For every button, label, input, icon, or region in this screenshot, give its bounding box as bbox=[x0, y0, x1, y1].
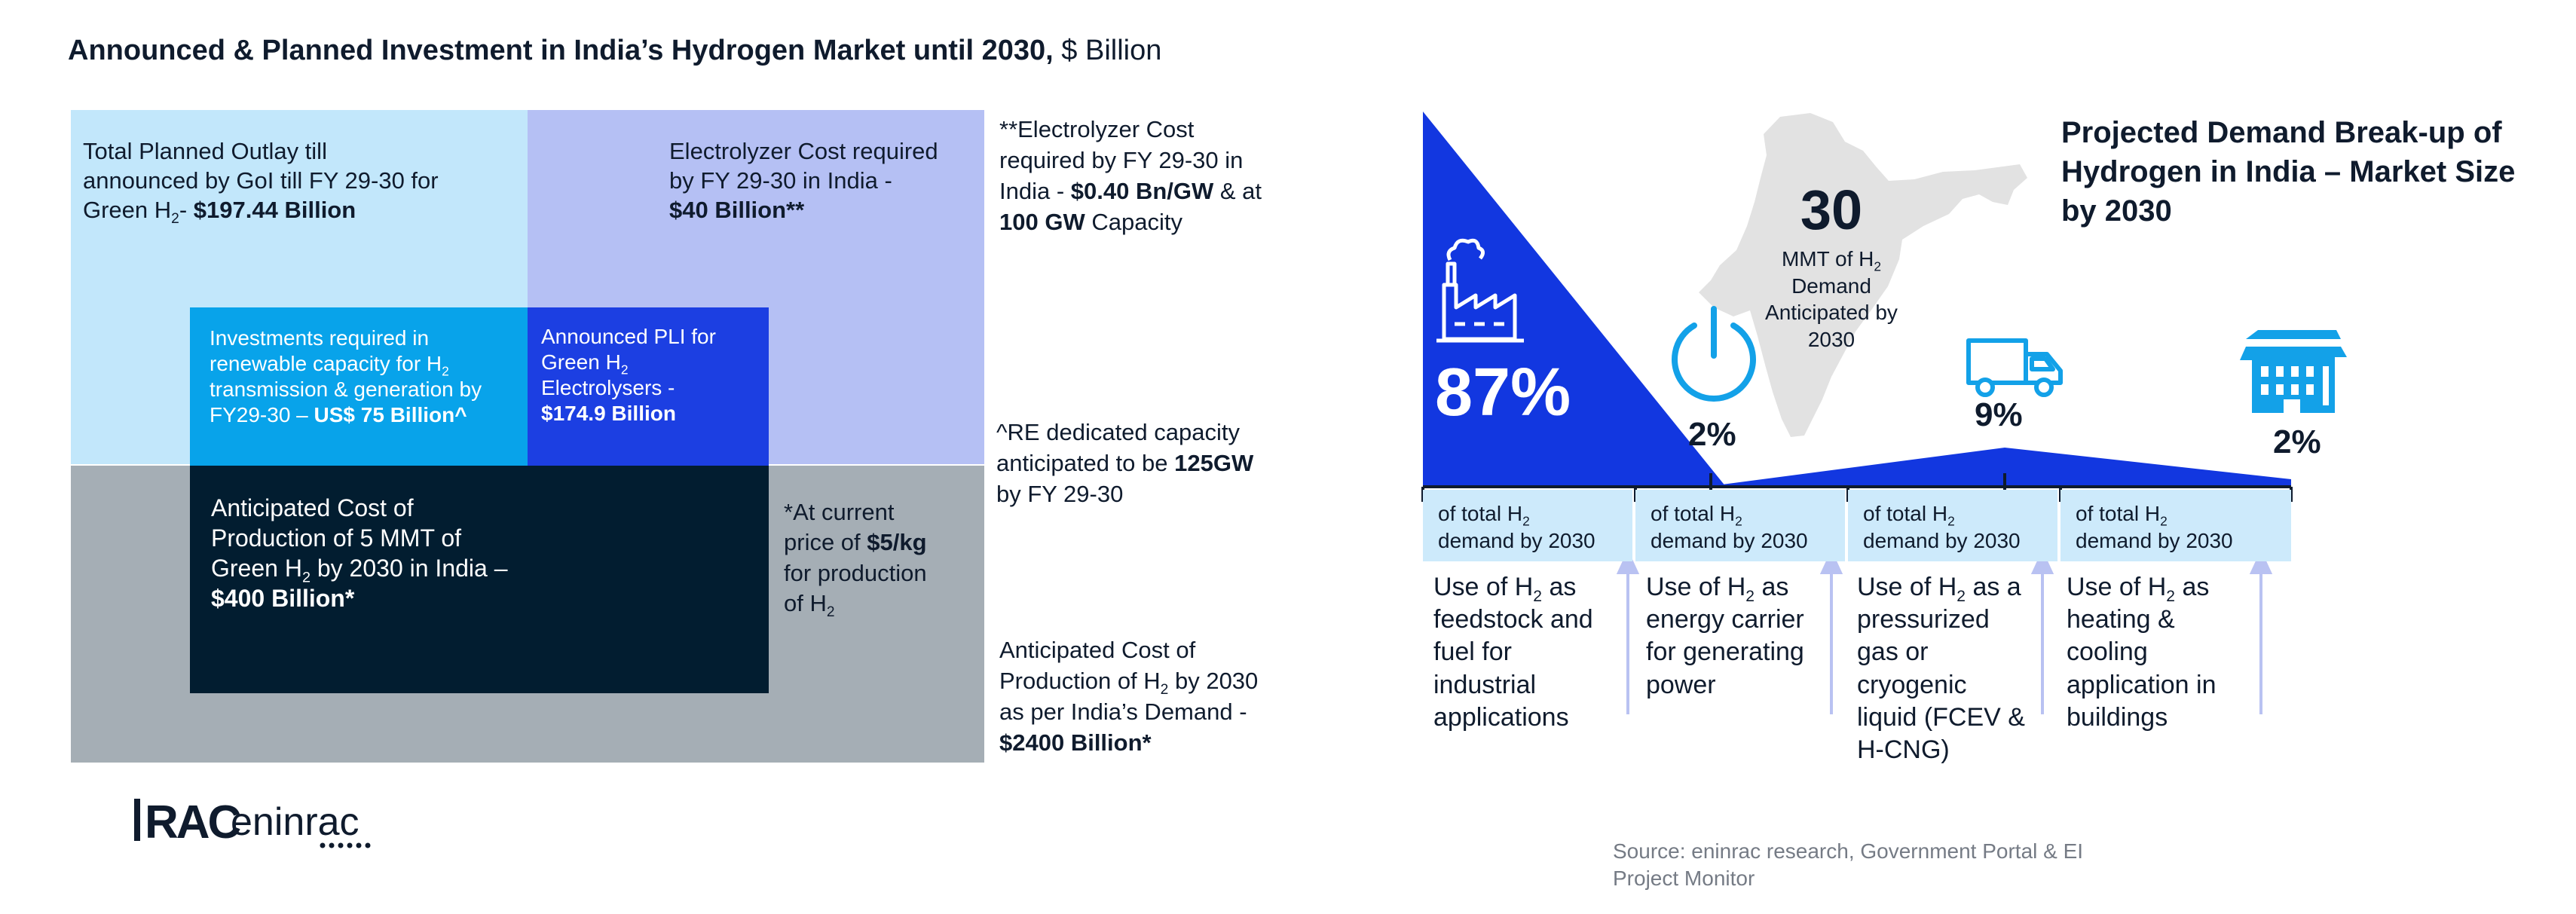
pli-box: Announced PLI for Green H2 Electrolysers… bbox=[528, 307, 769, 466]
en-line4: 100 GW Capacity bbox=[999, 208, 1182, 235]
price-note: *At current price of $5/kg for productio… bbox=[784, 497, 927, 619]
industrial-share-triangle bbox=[1423, 112, 1726, 487]
dn-line2: Production of H2 by 2030 bbox=[999, 667, 1259, 698]
share-label-4: of total H2 demand by 2030 bbox=[2060, 490, 2291, 561]
chart-title: Announced & Planned Investment in India’… bbox=[68, 35, 1161, 67]
price-line4: of H2 bbox=[784, 589, 835, 621]
total-line3: Anticipated by bbox=[1765, 301, 1898, 325]
svg-text:eninrac: eninrac bbox=[231, 800, 359, 844]
en-line1: **Electrolyzer Cost bbox=[999, 116, 1195, 142]
renewable-line2: renewable capacity for H2 bbox=[210, 352, 449, 379]
price-line2: price of $5/kg bbox=[784, 529, 927, 556]
source-line1: Source: eninrac research, Government Por… bbox=[1613, 839, 2084, 863]
electrolyzer-line2: by FY 29-30 in India - bbox=[669, 167, 892, 194]
renewable-value: US$ 75 Billion^ bbox=[314, 403, 467, 427]
re-line1: ^RE dedicated capacity bbox=[996, 419, 1241, 445]
share-label-2: of total H2 demand by 2030 bbox=[1635, 490, 1845, 561]
production5-line1: Anticipated Cost of bbox=[211, 494, 414, 521]
dn-line3: as per India’s Demand - bbox=[999, 698, 1247, 725]
renewable-line4: FY29-30 – US$ 75 Billion^ bbox=[210, 403, 467, 427]
outlay-line2: announced by GoI till FY 29-30 for bbox=[83, 167, 439, 194]
transport-share-wedge bbox=[1705, 448, 2291, 487]
re-note: ^RE dedicated capacity anticipated to be… bbox=[996, 417, 1253, 510]
production5-line2: Production of 5 MMT of bbox=[211, 524, 461, 552]
truck-icon bbox=[1966, 338, 2063, 397]
total-line1: MMT of H2 bbox=[1781, 247, 1882, 274]
power-icon bbox=[1672, 306, 1756, 402]
production5-value: $400 Billion* bbox=[211, 585, 355, 612]
total-demand: 30 MMT of H2 Demand Anticipated by 2030 bbox=[1733, 182, 1929, 353]
electrolyzer-line1: Electrolyzer Cost required bbox=[669, 138, 938, 164]
india-map bbox=[1699, 113, 2027, 437]
share-label-3: of total H2 demand by 2030 bbox=[1848, 490, 2057, 561]
share-label-1: of total H2 demand by 2030 bbox=[1423, 490, 1632, 561]
price-line3: for production bbox=[784, 559, 927, 586]
outlay-line3: Green H2- $197.44 Billion bbox=[83, 196, 356, 227]
title-main: Announced & Planned Investment in India’… bbox=[68, 35, 1054, 66]
arrows bbox=[1616, 549, 2273, 714]
building-icon bbox=[2240, 330, 2347, 413]
total-line4: 2030 bbox=[1807, 327, 1856, 351]
renewable-line3: transmission & generation by bbox=[210, 378, 482, 402]
pli-line2: Green H2 bbox=[541, 350, 629, 378]
source-note: Source: eninrac research, Government Por… bbox=[1613, 838, 2083, 893]
source-line2: Project Monitor bbox=[1613, 867, 1755, 891]
renewable-line1: Investments required in bbox=[210, 326, 430, 350]
renewable-box: Investments required in renewable capaci… bbox=[190, 307, 528, 466]
use-industrial: Use of H2 as feedstock and fuel for indust… bbox=[1433, 573, 1593, 732]
logo-graphic: RAC eninrac bbox=[134, 796, 371, 848]
dn-line1: Anticipated Cost of bbox=[999, 637, 1196, 663]
use-power: Use of H2 as energy carrier for generatin… bbox=[1646, 573, 1804, 699]
title-unit: $ Billion bbox=[1061, 35, 1162, 66]
pli-line3: Electrolysers - bbox=[541, 376, 675, 400]
production-5mmt-box: Anticipated Cost of Production of 5 MMT … bbox=[190, 466, 769, 693]
electrolyzer-value: $40 Billion** bbox=[669, 196, 805, 223]
demand-title-line1: Projected Demand Break-up of bbox=[2061, 116, 2502, 149]
pli-line1: Announced PLI for bbox=[541, 325, 716, 348]
demand-title-line2: Hydrogen in India – Market Size bbox=[2061, 155, 2516, 188]
en-line2: required by FY 29-30 in bbox=[999, 146, 1244, 173]
electrolyzer-note: **Electrolyzer Cost required by FY 29-30… bbox=[999, 115, 1262, 238]
dn-value: $2400 Billion* bbox=[999, 729, 1152, 756]
pct-industrial: 87% bbox=[1435, 355, 1571, 430]
eninrac-logo: RAC eninrac bbox=[134, 793, 390, 857]
total-line2: Demand bbox=[1791, 274, 1871, 298]
use-buildings: Use of H2 as heating & cooling application… bbox=[2067, 573, 2217, 732]
re-line2: anticipated to be 125GW bbox=[996, 449, 1254, 476]
price-value: $5/kg bbox=[867, 529, 927, 556]
pli-value: $174.9 Billion bbox=[541, 402, 676, 426]
re-line3: by FY 29-30 bbox=[996, 480, 1124, 507]
total-caption: MMT of H2 Demand Anticipated by 2030 bbox=[1733, 246, 1929, 353]
pct-buildings: 2% bbox=[2273, 423, 2321, 460]
outlay-value: $197.44 Billion bbox=[193, 196, 356, 223]
pct-power: 2% bbox=[1688, 416, 1736, 453]
demand-title-line3: by 2030 bbox=[2061, 194, 2172, 228]
production5-line3: Green H2 by 2030 in India – bbox=[211, 555, 508, 586]
price-line1: *At current bbox=[784, 499, 895, 525]
outlay-line1: Total Planned Outlay till bbox=[83, 138, 327, 164]
demand-note: Anticipated Cost of Production of H2 by … bbox=[999, 635, 1258, 759]
demand-title: Projected Demand Break-up of Hydrogen in… bbox=[2061, 113, 2515, 231]
total-value: 30 bbox=[1800, 179, 1863, 241]
pct-transport: 9% bbox=[1975, 396, 2023, 433]
svg-text:RAC: RAC bbox=[145, 796, 241, 848]
factory-icon bbox=[1436, 238, 1524, 343]
en-line3: India - $0.40 Bn/GW & at bbox=[999, 177, 1262, 204]
use-transport: Use of H2 as a pressurized gas or cryogeni… bbox=[1857, 573, 2025, 764]
